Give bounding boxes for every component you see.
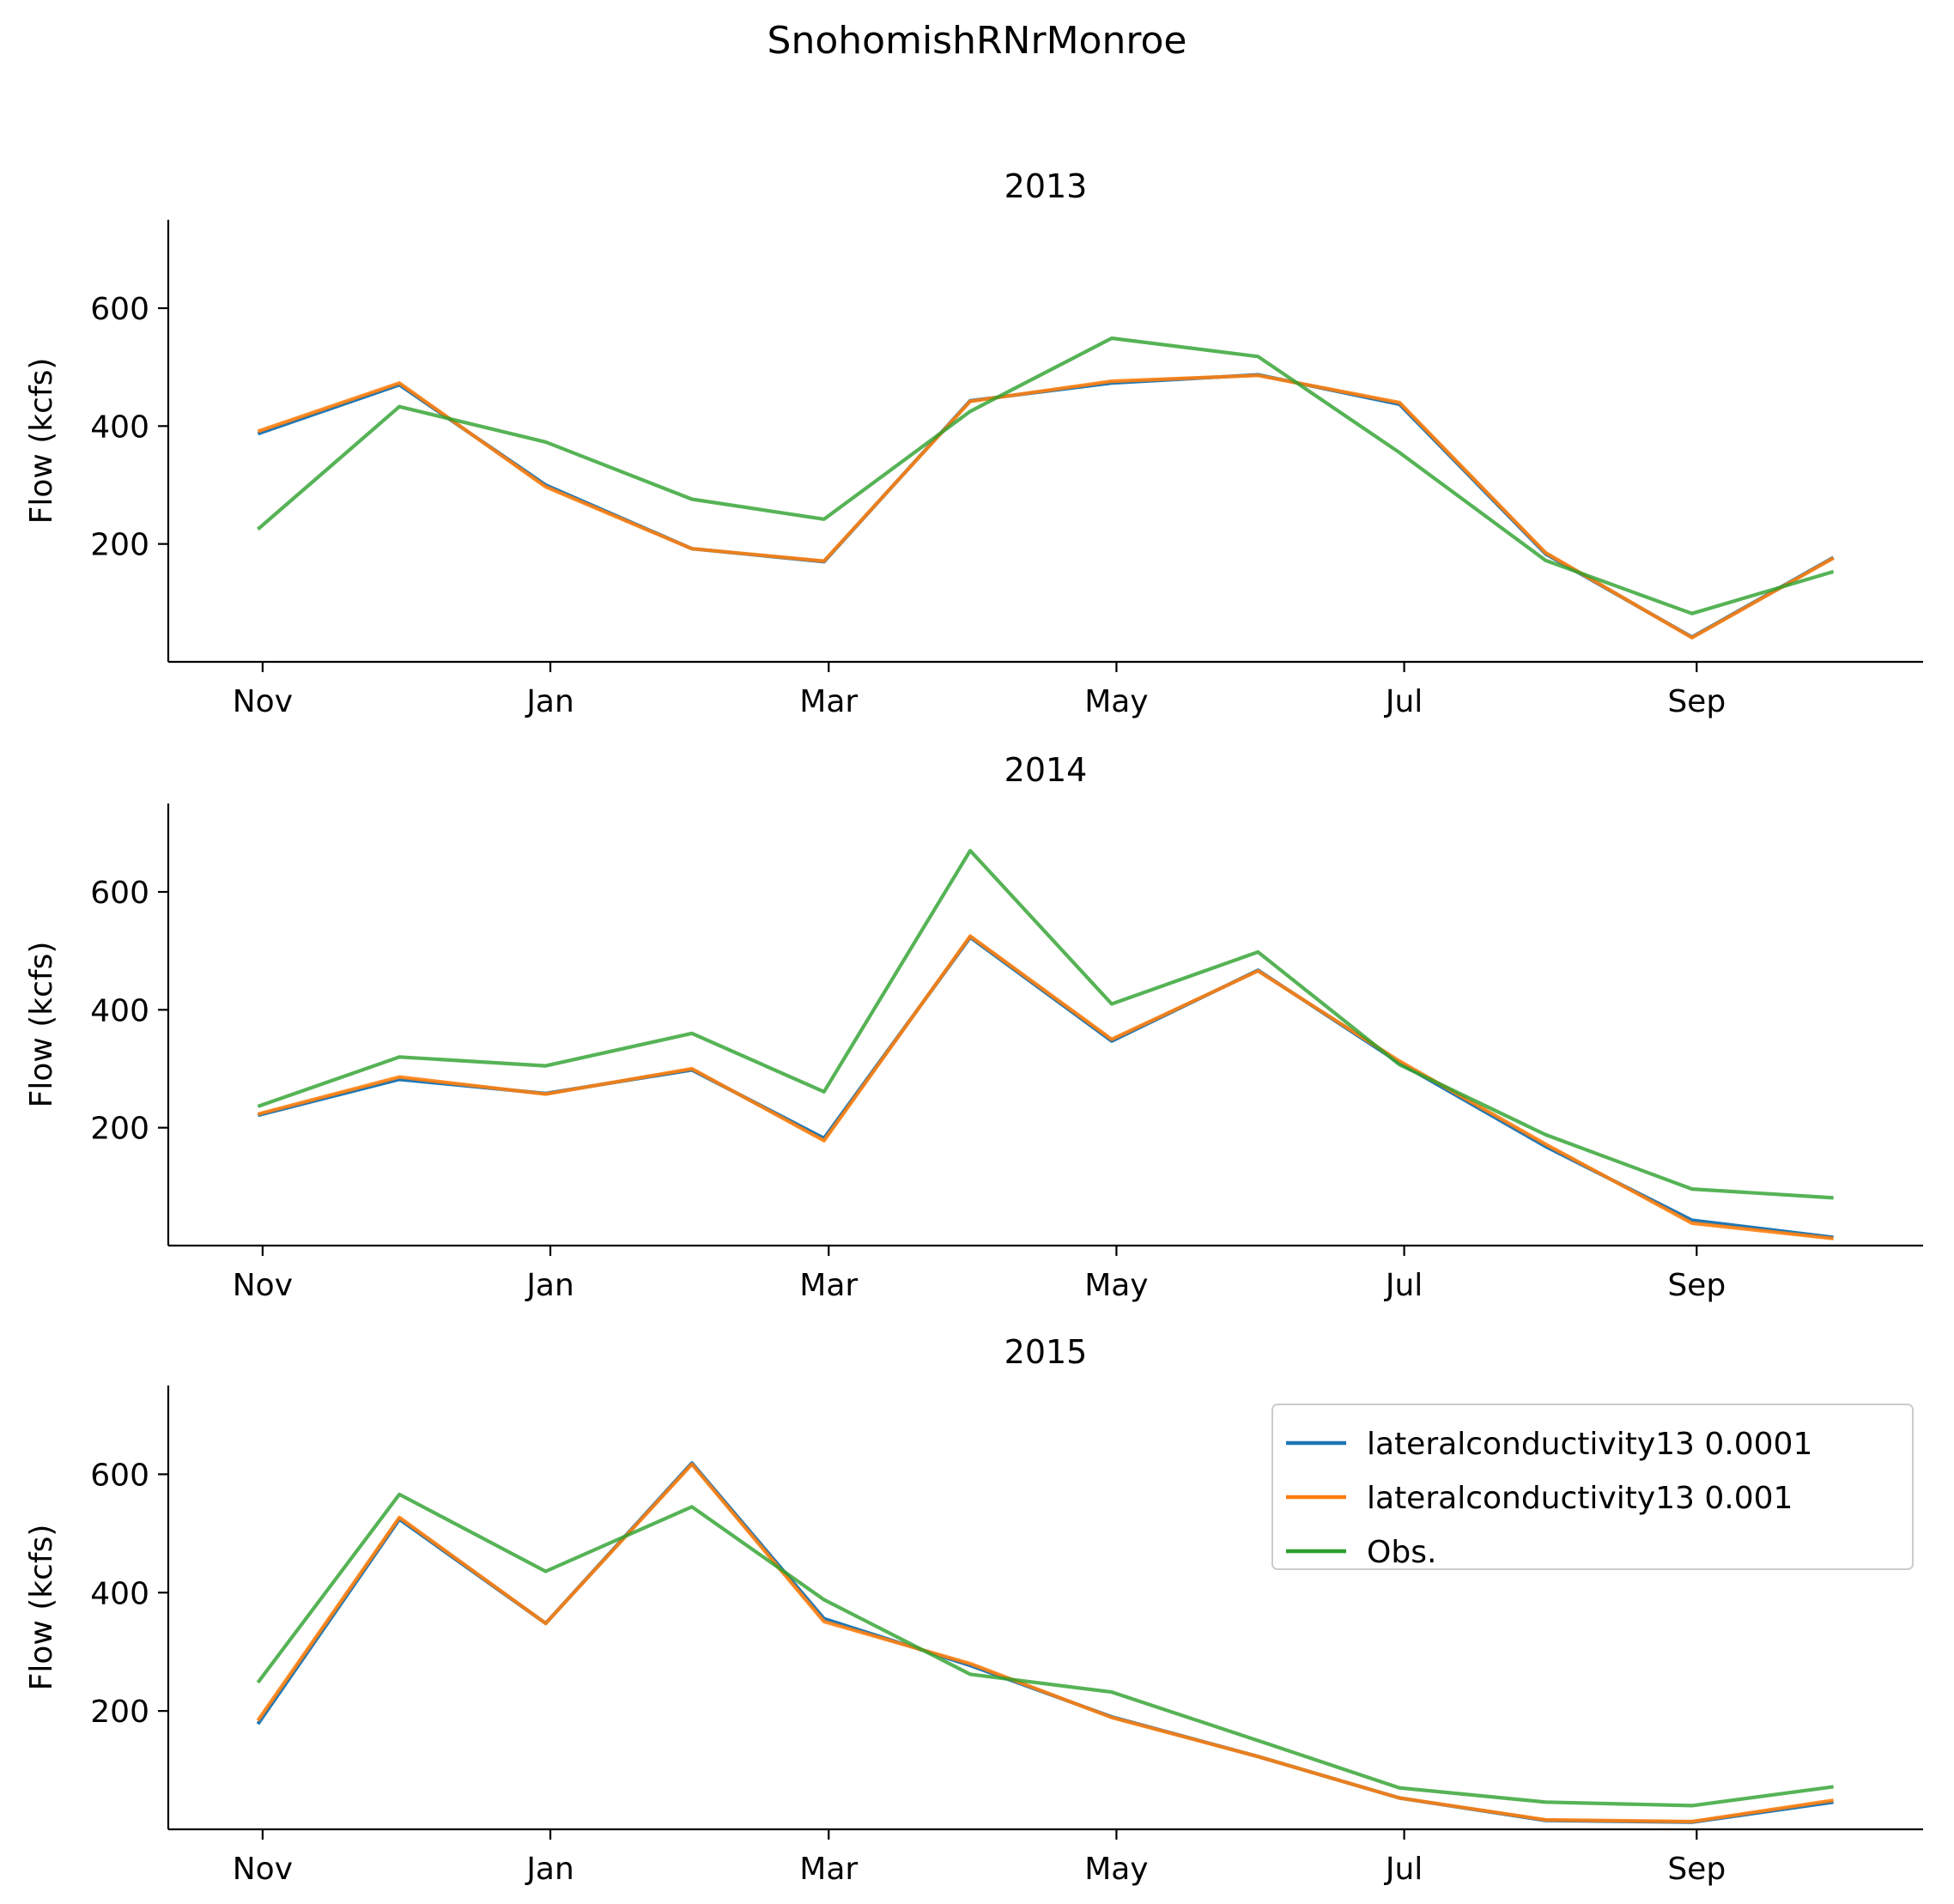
- x-tick-label: Nov: [233, 1268, 293, 1303]
- y-axis-label: Flow (kcfs): [24, 358, 59, 525]
- x-tick-label: Jan: [525, 684, 574, 719]
- x-tick-label: Jul: [1384, 1268, 1423, 1303]
- series-line-2: [256, 1462, 1834, 1824]
- y-axis-label: Flow (kcfs): [24, 942, 59, 1108]
- y-tick-label: 600: [90, 876, 149, 911]
- x-tick-label: Mar: [799, 1268, 858, 1303]
- x-tick-label: Mar: [799, 1852, 858, 1887]
- subplot-title: 2014: [1004, 751, 1088, 789]
- legend-label: lateralconductivity13 0.001: [1367, 1481, 1793, 1516]
- y-tick-label: 200: [90, 1695, 149, 1730]
- x-tick-label: Jul: [1384, 1852, 1423, 1887]
- x-tick-label: Jul: [1384, 684, 1423, 719]
- x-tick-label: May: [1084, 1268, 1148, 1303]
- subplot-title: 2015: [1004, 1333, 1088, 1371]
- y-tick-label: 600: [90, 292, 149, 327]
- y-tick-label: 400: [90, 409, 149, 445]
- subplot-2013: 2013 200 400 600 Nov Jan Mar May Jul Sep Flow (kcf…: [24, 167, 1923, 719]
- series-line-3: [257, 848, 1834, 1200]
- y-tick-label: 600: [90, 1458, 149, 1493]
- series-line-3: [257, 336, 1835, 615]
- x-tick-label: Sep: [1667, 1268, 1726, 1303]
- x-tick-label: May: [1084, 1852, 1148, 1887]
- subplot-2014: 2014 200 400 600 Nov Jan Mar May Jul Sep Flow (kcf…: [24, 751, 1923, 1303]
- legend-label: lateralconductivity13 0.0001: [1367, 1427, 1812, 1462]
- legend: lateralconductivity13 0.0001 lateralcondu…: [1271, 1404, 1914, 1570]
- series-line-2: [257, 934, 1834, 1240]
- series-line-3: [256, 1492, 1834, 1808]
- legend-frame: [1271, 1404, 1914, 1570]
- legend-label: Obs.: [1367, 1535, 1436, 1570]
- subplot-title: 2013: [1004, 167, 1088, 205]
- series-line-1: [257, 373, 1835, 640]
- y-tick-label: 200: [90, 528, 149, 563]
- y-tick-label: 400: [90, 1576, 149, 1611]
- x-tick-label: Nov: [233, 1852, 293, 1887]
- y-axis-label: Flow (kcfs): [24, 1525, 59, 1691]
- x-tick-label: Sep: [1667, 1852, 1726, 1887]
- x-tick-label: Jan: [525, 1852, 574, 1887]
- x-tick-label: Sep: [1667, 684, 1726, 719]
- subplot-2015: 2015 200 400 600 Nov Jan Mar May Jul Sep Flow (kcf…: [24, 1333, 1923, 1887]
- x-tick-label: Mar: [799, 684, 858, 719]
- series-line-2: [257, 373, 1835, 640]
- x-tick-label: Nov: [233, 684, 293, 719]
- y-tick-label: 400: [90, 993, 149, 1028]
- y-tick-label: 200: [90, 1112, 149, 1147]
- x-tick-label: Jan: [525, 1268, 574, 1303]
- figure-title: SnohomishRNrMonroe: [768, 19, 1187, 63]
- x-tick-label: May: [1084, 684, 1148, 719]
